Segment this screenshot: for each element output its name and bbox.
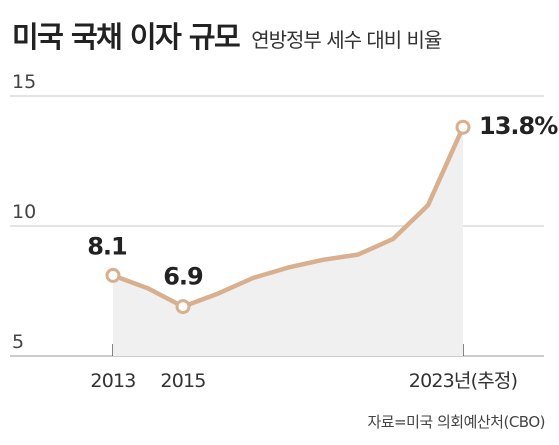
point-marker-2013 — [105, 267, 121, 283]
data-label-2023: 13.8% — [479, 112, 558, 140]
y-tick-label-5: 5 — [12, 331, 24, 353]
y-tick-label-10: 10 — [12, 201, 36, 223]
point-marker-2015 — [175, 299, 191, 315]
point-marker-2023 — [455, 119, 471, 135]
chart-subtitle: 연방정부 세수 대비 비율 — [251, 28, 442, 52]
grid-layer: 5 10 15 2013 2015 2023년(추정) — [10, 71, 544, 392]
x-tick-label-2023: 2023년(추정) — [409, 370, 517, 392]
series-line — [110, 124, 466, 309]
y-tick-label-15: 15 — [12, 71, 36, 93]
marker-layer — [105, 119, 471, 315]
title-row: 미국 국채 이자 규모 연방정부 세수 대비 비율 — [12, 14, 442, 56]
area-layer — [113, 127, 463, 356]
data-label-2015: 6.9 — [163, 263, 203, 291]
data-label-2013: 8.1 — [87, 232, 127, 260]
area-fill — [113, 127, 463, 356]
x-tick-label-2013: 2013 — [90, 370, 135, 392]
label-layer: 8.1 6.9 13.8% — [87, 112, 559, 291]
chart-title: 미국 국채 이자 규모 — [12, 20, 241, 54]
source-note: 자료=미국 의회예산처(CBO) — [367, 413, 545, 431]
x-tick-label-2015: 2015 — [160, 370, 205, 392]
line-layer — [110, 124, 466, 309]
